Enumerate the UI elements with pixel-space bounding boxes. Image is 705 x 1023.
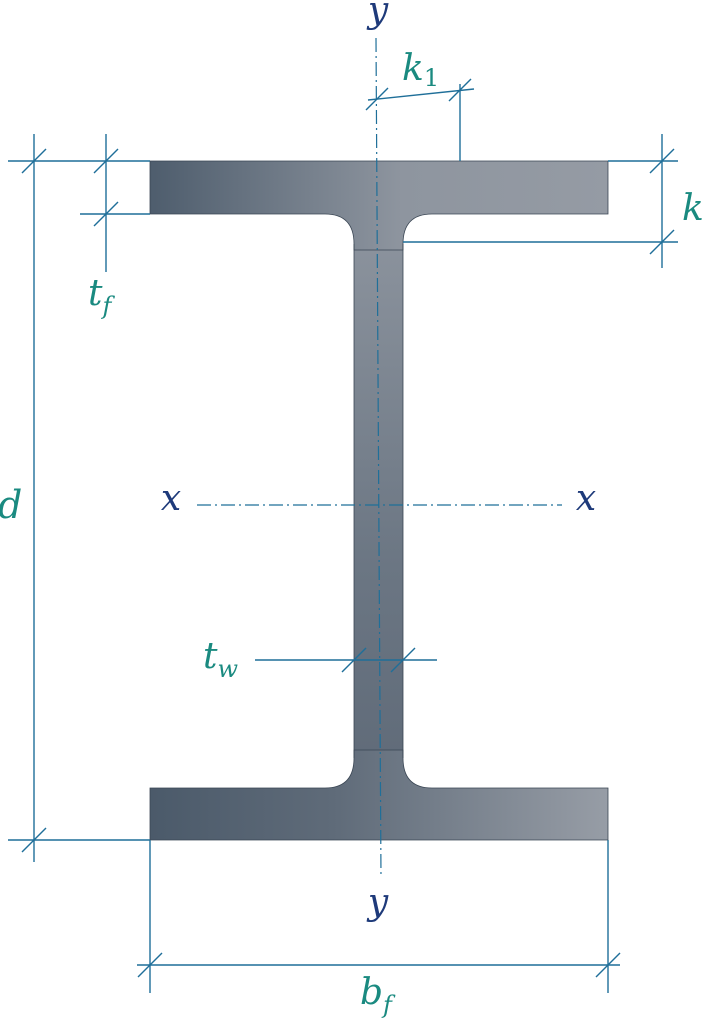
web-outline (353, 244, 404, 758)
k1-dimension-line (367, 88, 475, 101)
k-tick-bottom (649, 229, 675, 255)
top-flange (149, 160, 609, 251)
k-tick-top (649, 148, 675, 174)
x-axis-label-left: x (161, 478, 181, 519)
k-label: k (682, 188, 704, 229)
k1-tick-left (365, 87, 389, 111)
bf-tick-right (595, 952, 621, 978)
tf-tick-top (93, 148, 119, 174)
y-axis-label-top: y (366, 0, 389, 31)
tw-label: tw (203, 636, 238, 683)
tw-tick-left (341, 647, 367, 673)
tf-label: tf (88, 273, 115, 320)
y-axis-line (375, 37, 382, 879)
axis-labels: y y x x (161, 0, 596, 923)
dimension-lines (8, 78, 678, 993)
d-tick-bottom (21, 827, 47, 853)
centroidal-axes (197, 37, 562, 879)
x-axis-label-right: x (576, 478, 596, 519)
k1-tick-right (448, 78, 472, 102)
k1-label: k1 (402, 48, 439, 92)
dimension-labels: k1 k tf d tw bf (0, 48, 704, 1019)
bf-tick-left (137, 952, 163, 978)
d-tick-top (21, 148, 47, 174)
bottom-flange (149, 749, 609, 841)
tf-tick-bottom (93, 201, 119, 227)
d-label: d (0, 483, 22, 527)
tw-tick-right (390, 647, 416, 673)
y-axis-label-bottom: y (366, 882, 389, 923)
bf-label: bf (360, 972, 396, 1019)
